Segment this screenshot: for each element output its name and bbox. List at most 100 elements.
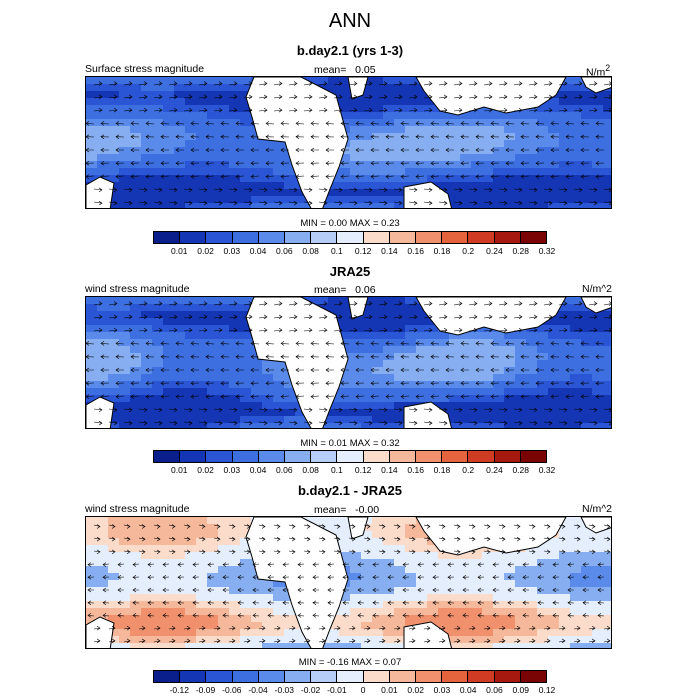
- panel-1-minmax: MIN = 0.00 MAX = 0.23: [300, 218, 400, 229]
- panel-1-title: b.day2.1 (yrs 1-3): [296, 43, 404, 58]
- colorbar-tick-label: 0.18: [433, 465, 451, 475]
- colorbar-box: [206, 451, 233, 462]
- panel-3-max-value: 0.07: [382, 657, 402, 668]
- colorbar-box: [180, 671, 207, 682]
- colorbar-tick-label: 0.08: [302, 246, 319, 256]
- colorbar-tick-label: 0.02: [407, 685, 424, 695]
- continent-shape: [245, 517, 349, 648]
- colorbar-tick-label: -0.12: [169, 685, 189, 695]
- colorbar-box: [337, 671, 364, 682]
- panel-3-colorbar-labels: -0.12 -0.09 -0.06 -0.04 -0.03 -0.02 -0.01 0 0.01…: [153, 685, 556, 697]
- panel-1-mean-label: mean= 0.05: [314, 64, 376, 76]
- panel-2-mean-label: mean= 0.06: [314, 284, 376, 296]
- colorbar-box: [337, 232, 364, 243]
- colorbar-tick-label: 0.02: [197, 246, 214, 256]
- panel-2-max-value: 0.32: [381, 438, 400, 449]
- panel-1-min-value: 0.00: [328, 218, 348, 229]
- panel-1-colorbar: [153, 231, 547, 244]
- colorbar-box: [206, 232, 233, 243]
- colorbar-box: [337, 451, 364, 462]
- colorbar-tick-label: 0.12: [538, 685, 556, 695]
- colorbar-box: [442, 232, 469, 243]
- colorbar-tick-label: 0.01: [381, 685, 398, 695]
- colorbar-box: [520, 232, 547, 243]
- colorbar-tick-label: 0.2: [462, 246, 475, 256]
- colorbar-tick-label: 0.2: [462, 465, 475, 475]
- colorbar-tick-label: 0.04: [249, 465, 267, 475]
- panel-1-units: N/m2: [586, 63, 611, 79]
- panel-1-mean-value: 0.05: [355, 64, 376, 76]
- panel-3-mean-label: mean= -0.00: [314, 504, 380, 516]
- colorbar-box: [232, 671, 259, 682]
- panel-2-min-value: 0.01: [328, 438, 348, 449]
- colorbar-tick-label: 0.28: [512, 465, 529, 475]
- colorbar-tick-label: 0.03: [223, 246, 241, 256]
- panel-1-map: [85, 76, 612, 209]
- colorbar-box: [258, 232, 286, 243]
- colorbar-box: [258, 671, 286, 682]
- colorbar-tick-label: -0.04: [248, 685, 268, 695]
- panel-2-field-label: wind stress magnitude: [85, 283, 190, 295]
- colorbar-tick-label: 0.08: [302, 465, 319, 475]
- figure-title: ANN: [328, 10, 372, 32]
- continent-shape: [580, 77, 611, 94]
- colorbar-box: [311, 451, 338, 462]
- colorbar-box: [285, 232, 312, 243]
- panel-3-minmax: MIN = -0.16 MAX = 0.07: [298, 657, 402, 668]
- colorbar-box: [442, 671, 469, 682]
- colorbar-tick-label: -0.01: [327, 685, 347, 695]
- colorbar-tick-label: 0.28: [512, 246, 529, 256]
- panel-1-colorbar-labels: 0.01 0.02 0.03 0.04 0.06 0.08 0.1 0.12 0.14 0.16 0…: [153, 246, 555, 258]
- colorbar-tick-label: -0.02: [300, 685, 321, 695]
- continent-shape: [245, 77, 349, 208]
- colorbar-tick-label: 0.16: [407, 246, 424, 256]
- panel-2-minmax: MIN = 0.01 MAX = 0.32: [300, 438, 400, 449]
- continent-shape: [580, 517, 611, 534]
- colorbar-box: [468, 451, 495, 462]
- colorbar-tick-label: 0.16: [407, 465, 424, 475]
- colorbar-tick-label: 0.06: [276, 465, 293, 475]
- panel-2-mean-value: 0.06: [355, 284, 376, 296]
- colorbar-box: [416, 671, 443, 682]
- panel-3-field-label: wind stress magnitude: [85, 503, 190, 515]
- continent-shape: [403, 181, 453, 208]
- colorbar-box: [258, 451, 286, 462]
- colorbar-tick-label: 0.01: [170, 246, 188, 256]
- colorbar-box: [154, 671, 181, 682]
- panel-2-map: [85, 296, 612, 429]
- colorbar-box: [311, 671, 338, 682]
- colorbar-box: [232, 451, 259, 462]
- continent-shape: [347, 297, 369, 320]
- colorbar-box: [494, 232, 521, 243]
- colorbar-box: [232, 232, 259, 243]
- colorbar-box: [389, 451, 417, 462]
- panel-3-colorbar: [153, 670, 547, 683]
- panel-2-colorbar: [153, 450, 547, 463]
- continent-shape: [415, 517, 567, 556]
- colorbar-tick-label: 0.24: [486, 246, 503, 256]
- colorbar-tick-label: 0.01: [170, 465, 188, 475]
- continent-shape: [403, 621, 453, 648]
- wind-vectors: [86, 301, 611, 426]
- continent-shape: [86, 616, 115, 648]
- colorbar-tick-label: 0.03: [223, 465, 241, 475]
- colorbar-tick-label: 0.24: [486, 465, 503, 475]
- colorbar-tick-label: 0.32: [538, 246, 556, 256]
- colorbar-box: [180, 232, 207, 243]
- wind-vectors: [86, 81, 611, 206]
- panel-3-title: b.day2.1 - JRA25: [297, 483, 403, 498]
- colorbar-tick-label: 0.04: [459, 685, 477, 695]
- colorbar-box: [285, 671, 312, 682]
- colorbar-box: [363, 451, 390, 462]
- colorbar-box: [520, 671, 547, 682]
- colorbar-box: [468, 671, 495, 682]
- colorbar-tick-label: 0.12: [354, 246, 372, 256]
- colorbar-box: [416, 451, 443, 462]
- panel-2-units: N/m^2: [582, 283, 613, 295]
- panel-1-max-value: 0.23: [381, 218, 400, 229]
- colorbar-box: [416, 232, 443, 243]
- panel-2-title: JRA25: [329, 264, 371, 279]
- continent-shape: [347, 517, 369, 540]
- colorbar-box: [363, 232, 390, 243]
- colorbar-tick-label: 0.06: [276, 246, 293, 256]
